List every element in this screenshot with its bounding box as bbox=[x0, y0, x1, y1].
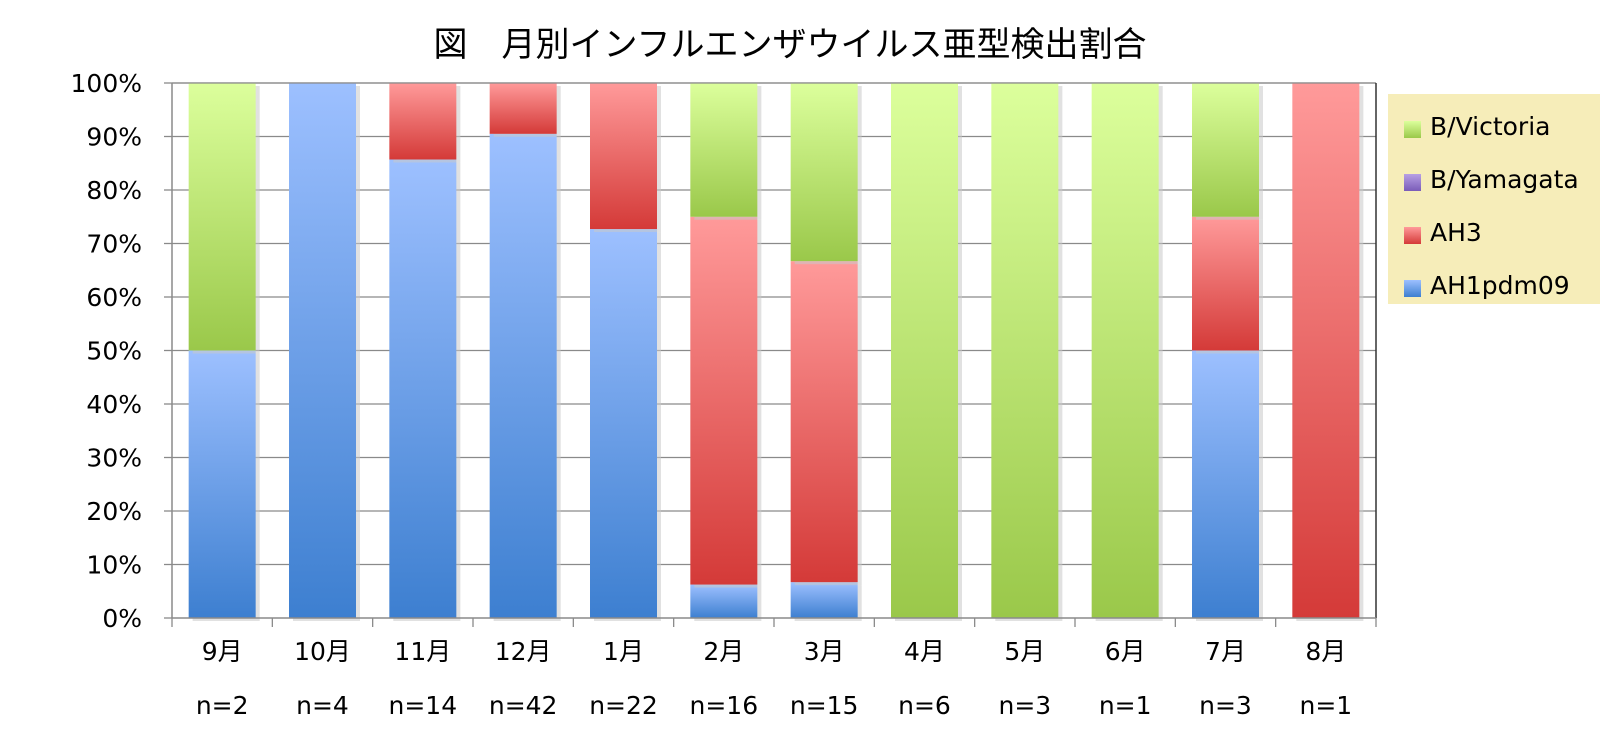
bar-ah3-5 bbox=[590, 83, 657, 230]
legend-label: AH3 bbox=[1430, 218, 1482, 247]
bar-b-victoria-10 bbox=[1091, 83, 1159, 618]
bar-ah1pdm09-3 bbox=[389, 159, 457, 618]
bar-ah3-4 bbox=[489, 83, 557, 134]
bar-ah3-12 bbox=[1292, 83, 1360, 618]
legend-item-ah3: AH3 bbox=[1404, 206, 1600, 259]
legend-label: AH1pdm09 bbox=[1430, 271, 1570, 300]
bar-b-victoria-1 bbox=[188, 83, 256, 351]
x-tick-label: 4月 bbox=[904, 637, 945, 666]
y-tick-label: 20% bbox=[86, 497, 142, 526]
legend-swatch bbox=[1404, 121, 1421, 138]
legend-swatch bbox=[1404, 174, 1421, 191]
legend-item-b-victoria: B/Victoria bbox=[1404, 100, 1600, 153]
y-tick-label: 50% bbox=[86, 337, 142, 366]
bar-ah3-6 bbox=[690, 216, 758, 585]
legend-item-b-yamagata: B/Yamagata bbox=[1404, 153, 1600, 206]
y-tick-label: 10% bbox=[86, 551, 142, 580]
x-tick-label: 2月 bbox=[703, 637, 744, 666]
x-tick-label: 9月 bbox=[202, 637, 243, 666]
bar-b-victoria-11 bbox=[1192, 83, 1259, 217]
sample-size-label: n=4 bbox=[296, 691, 349, 720]
bar-ah1pdm09-1 bbox=[188, 350, 256, 618]
sample-size-label: n=6 bbox=[898, 691, 951, 720]
x-tick-label: 1月 bbox=[603, 637, 644, 666]
y-tick-label: 0% bbox=[102, 604, 142, 633]
bar-b-victoria-8 bbox=[891, 83, 958, 618]
legend-swatch bbox=[1404, 280, 1421, 297]
y-tick-label: 90% bbox=[86, 123, 142, 152]
bar-b-victoria-9 bbox=[991, 83, 1059, 618]
y-tick-label: 70% bbox=[86, 230, 142, 259]
y-tick-label: 100% bbox=[71, 69, 142, 98]
bar-ah3-7 bbox=[790, 261, 858, 583]
legend-label: B/Yamagata bbox=[1430, 165, 1579, 194]
x-tick-label: 5月 bbox=[1004, 637, 1045, 666]
bar-ah1pdm09-2 bbox=[289, 83, 356, 618]
bar-ah3-3 bbox=[389, 83, 457, 160]
bar-b-victoria-7 bbox=[790, 83, 858, 262]
sample-size-label: n=42 bbox=[489, 691, 558, 720]
sample-size-label: n=1 bbox=[1099, 691, 1152, 720]
bar-ah1pdm09-4 bbox=[489, 133, 557, 618]
bar-b-victoria-6 bbox=[690, 83, 758, 217]
x-tick-label: 8月 bbox=[1305, 637, 1346, 666]
sample-size-label: n=16 bbox=[690, 691, 759, 720]
y-tick-label: 60% bbox=[86, 283, 142, 312]
bar-ah1pdm09-5 bbox=[590, 229, 657, 618]
sample-size-label: n=3 bbox=[1199, 691, 1252, 720]
chart-title: 図 月別インフルエンザウイルス亜型検出割合 bbox=[433, 25, 1147, 65]
sample-size-label: n=3 bbox=[998, 691, 1051, 720]
legend-item-ah1pdm09: AH1pdm09 bbox=[1404, 259, 1600, 312]
legend: B/Victoria B/Yamagata AH3 AH1pdm09 bbox=[1388, 94, 1600, 304]
sample-size-label: n=22 bbox=[589, 691, 658, 720]
x-tick-label: 6月 bbox=[1105, 637, 1146, 666]
y-tick-label: 40% bbox=[86, 390, 142, 419]
x-tick-label: 10月 bbox=[294, 637, 351, 666]
bar-ah3-11 bbox=[1192, 216, 1259, 351]
sample-size-label: n=15 bbox=[790, 691, 859, 720]
y-tick-label: 30% bbox=[86, 444, 142, 473]
x-tick-label: 3月 bbox=[804, 637, 845, 666]
sample-size-label: n=2 bbox=[196, 691, 249, 720]
bar-ah1pdm09-11 bbox=[1192, 350, 1259, 618]
sample-size-label: n=14 bbox=[389, 691, 458, 720]
sample-size-label: n=1 bbox=[1299, 691, 1352, 720]
x-tick-label: 7月 bbox=[1205, 637, 1246, 666]
y-tick-label: 80% bbox=[86, 176, 142, 205]
legend-label: B/Victoria bbox=[1430, 112, 1551, 141]
bar-ah1pdm09-6 bbox=[690, 584, 758, 618]
x-tick-label: 11月 bbox=[394, 637, 451, 666]
bar-ah1pdm09-7 bbox=[790, 582, 858, 618]
legend-swatch bbox=[1404, 227, 1421, 244]
x-tick-label: 12月 bbox=[495, 637, 552, 666]
